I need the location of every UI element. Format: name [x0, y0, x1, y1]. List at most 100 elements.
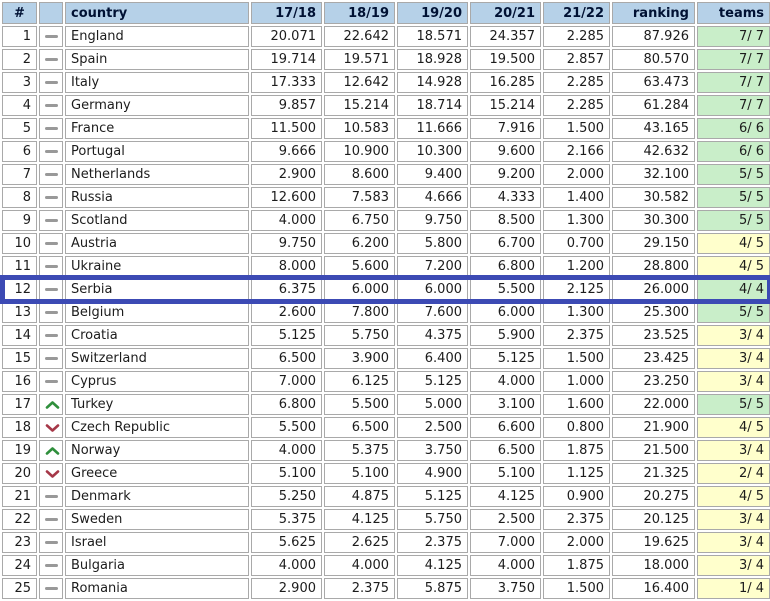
season-cell: 9.750: [397, 210, 468, 231]
season-cell: 0.700: [543, 233, 610, 254]
season-cell: 5.125: [397, 371, 468, 392]
country-cell: Ukraine: [65, 256, 249, 277]
season-cell: 1.500: [543, 118, 610, 139]
country-cell: Austria: [65, 233, 249, 254]
country-cell: France: [65, 118, 249, 139]
table-row: 13 Belgium 2.600 7.800 7.600 6.000 1.300 25.300…: [2, 302, 770, 323]
season-cell: 1.400: [543, 187, 610, 208]
rank-cell: 11: [2, 256, 37, 277]
season-cell: 5.250: [251, 486, 322, 507]
country-cell: Greece: [65, 463, 249, 484]
season-cell: 2.900: [251, 164, 322, 185]
season-cell: 6.125: [324, 371, 395, 392]
column-header-s2021: 20/21: [470, 2, 541, 24]
season-cell: 6.600: [470, 417, 541, 438]
season-cell: 8.500: [470, 210, 541, 231]
season-cell: 5.125: [397, 486, 468, 507]
country-cell: Bulgaria: [65, 555, 249, 576]
season-cell: 2.600: [251, 302, 322, 323]
table-row: 1 England 20.071 22.642 18.571 24.357 2.285 87.…: [2, 26, 770, 47]
ranking-cell: 16.400: [612, 578, 695, 599]
teams-cell: 5/ 5: [697, 394, 770, 415]
movement-cell: [39, 26, 63, 47]
teams-cell: 1/ 4: [697, 578, 770, 599]
table-row: 19 Norway 4.000 5.375 3.750 6.500 1.875 21.500 3…: [2, 440, 770, 461]
table-row: 25 Romania 2.900 2.375 5.875 3.750 1.500 16.400…: [2, 578, 770, 599]
country-cell: Switzerland: [65, 348, 249, 369]
movement-cell: [39, 394, 63, 415]
season-cell: 5.600: [324, 256, 395, 277]
rank-cell: 5: [2, 118, 37, 139]
season-cell: 3.100: [470, 394, 541, 415]
table-row: 11 Ukraine 8.000 5.600 7.200 6.800 1.200 28.800…: [2, 256, 770, 277]
season-cell: 7.916: [470, 118, 541, 139]
rank-cell: 23: [2, 532, 37, 553]
no-change-icon: [45, 127, 58, 130]
teams-cell: 6/ 6: [697, 141, 770, 162]
movement-cell: [39, 440, 63, 461]
no-change-icon: [45, 311, 58, 314]
season-cell: 6.500: [470, 440, 541, 461]
rank-cell: 7: [2, 164, 37, 185]
movement-cell: [39, 302, 63, 323]
table-row: 3 Italy 17.333 12.642 14.928 16.285 2.285 63.47…: [2, 72, 770, 93]
movement-cell: [39, 348, 63, 369]
movement-cell: [39, 256, 63, 277]
season-cell: 4.875: [324, 486, 395, 507]
rank-cell: 6: [2, 141, 37, 162]
teams-cell: 7/ 7: [697, 49, 770, 70]
season-cell: 11.666: [397, 118, 468, 139]
season-cell: 5.100: [324, 463, 395, 484]
season-cell: 17.333: [251, 72, 322, 93]
ranking-cell: 21.500: [612, 440, 695, 461]
no-change-icon: [45, 242, 58, 245]
rank-cell: 14: [2, 325, 37, 346]
season-cell: 1.300: [543, 302, 610, 323]
ranking-cell: 42.632: [612, 141, 695, 162]
rank-cell: 15: [2, 348, 37, 369]
column-header-ranking: ranking: [612, 2, 695, 24]
season-cell: 19.571: [324, 49, 395, 70]
season-cell: 5.625: [251, 532, 322, 553]
column-header-rank: #: [2, 2, 37, 24]
rank-cell: 9: [2, 210, 37, 231]
season-cell: 2.000: [543, 532, 610, 553]
season-cell: 2.000: [543, 164, 610, 185]
season-cell: 7.600: [397, 302, 468, 323]
ranking-cell: 18.000: [612, 555, 695, 576]
season-cell: 2.375: [543, 509, 610, 530]
ranking-cell: 61.284: [612, 95, 695, 116]
season-cell: 5.750: [397, 509, 468, 530]
movement-cell: [39, 463, 63, 484]
season-cell: 5.875: [397, 578, 468, 599]
movement-cell: [39, 532, 63, 553]
season-cell: 5.125: [251, 325, 322, 346]
season-cell: 2.285: [543, 26, 610, 47]
ranking-cell: 22.000: [612, 394, 695, 415]
no-change-icon: [45, 564, 58, 567]
season-cell: 4.125: [324, 509, 395, 530]
table-row: 15 Switzerland 6.500 3.900 6.400 5.125 1.500 23…: [2, 348, 770, 369]
season-cell: 5.500: [251, 417, 322, 438]
movement-cell: [39, 233, 63, 254]
table-row: 17 Turkey 6.800 5.500 5.000 3.100 1.600 22.000 5…: [2, 394, 770, 415]
season-cell: 1.875: [543, 555, 610, 576]
no-change-icon: [45, 265, 58, 268]
country-cell: Czech Republic: [65, 417, 249, 438]
no-change-icon: [45, 58, 58, 61]
table-row: 24 Bulgaria 4.000 4.000 4.125 4.000 1.875 18.00…: [2, 555, 770, 576]
teams-cell: 6/ 6: [697, 118, 770, 139]
season-cell: 8.600: [324, 164, 395, 185]
season-cell: 5.100: [470, 463, 541, 484]
season-cell: 4.125: [397, 555, 468, 576]
ranking-cell: 23.250: [612, 371, 695, 392]
season-cell: 6.800: [251, 394, 322, 415]
season-cell: 2.500: [397, 417, 468, 438]
teams-cell: 4/ 4: [697, 279, 770, 300]
country-cell: Israel: [65, 532, 249, 553]
ranking-cell: 23.525: [612, 325, 695, 346]
season-cell: 6.800: [470, 256, 541, 277]
movement-cell: [39, 210, 63, 231]
no-change-icon: [45, 196, 58, 199]
table-row: 20 Greece 5.100 5.100 4.900 5.100 1.125 21.325 2…: [2, 463, 770, 484]
